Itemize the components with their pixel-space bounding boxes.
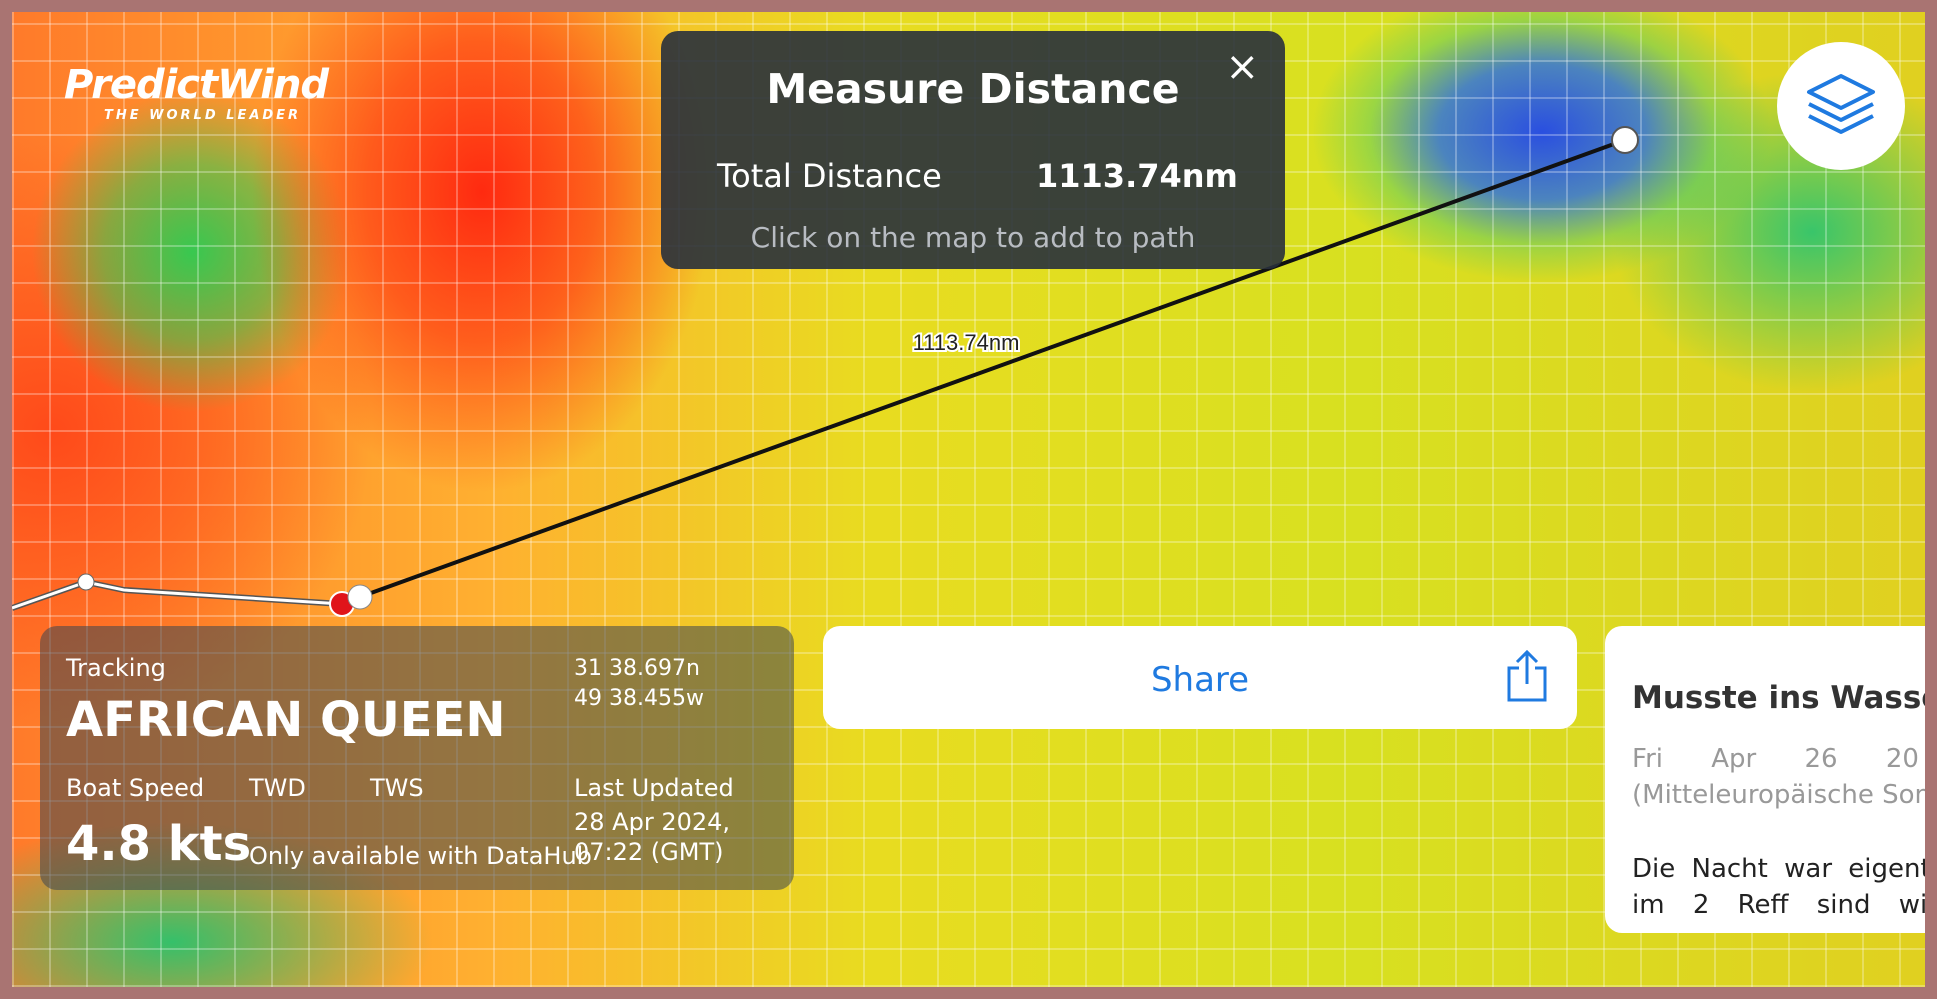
layers-button[interactable] — [1777, 42, 1905, 170]
close-button[interactable]: × — [1225, 44, 1259, 90]
measure-panel: Measure Distance × Total Distance 1113.7… — [661, 31, 1285, 269]
post-date-line2: (Mitteleuropäische Som — [1632, 780, 1937, 810]
measure-hint: Click on the map to add to path — [750, 221, 1196, 254]
post-title: Musste ins Wasser — [1632, 680, 1937, 716]
twd-label: TWD — [249, 774, 306, 802]
tracking-panel: Tracking AFRICAN QUEEN 31 38.697n 49 38.… — [40, 626, 794, 890]
share-label: Share — [1150, 660, 1250, 700]
post-body-line1: Die Nacht war eigentli — [1632, 854, 1937, 884]
measure-start[interactable] — [347, 584, 373, 610]
share-button[interactable]: Share — [823, 626, 1577, 729]
updated-time: 07:22 (GMT) — [574, 838, 724, 866]
latitude: 31 38.697n — [574, 656, 700, 681]
measure-line-label: 1113.74nm — [913, 330, 1020, 355]
track-line — [12, 578, 343, 611]
post-date-line1: Fri Apr 26 20 — [1632, 744, 1919, 774]
wind-note: Only available with DataHub — [249, 842, 592, 870]
speed-value: 4.8 kts — [66, 816, 252, 872]
longitude: 49 38.455w — [574, 686, 704, 711]
tracking-heading: Tracking — [66, 654, 166, 682]
logo-name: PredictWind — [64, 62, 329, 108]
total-value: 1113.74nm — [1036, 157, 1238, 195]
logo-tagline: THE WORLD LEADER — [104, 108, 302, 123]
track-point — [77, 573, 95, 591]
tws-label: TWS — [370, 774, 424, 802]
measure-line — [359, 138, 1626, 599]
boat-name: AFRICAN QUEEN — [66, 692, 506, 748]
measure-title: Measure Distance — [766, 65, 1180, 113]
post-body-line2: im 2 Reff sind wir h — [1632, 890, 1937, 920]
logo[interactable]: PredictWind THE WORLD LEADER — [64, 62, 329, 123]
layers-icon — [1807, 74, 1875, 134]
share-icon — [1507, 649, 1547, 702]
total-label: Total Distance — [717, 157, 942, 195]
measure-end[interactable] — [1611, 126, 1639, 154]
speed-label: Boat Speed — [66, 774, 205, 802]
updated-label: Last Updated — [574, 774, 734, 802]
track-line-inner — [12, 580, 343, 610]
updated-date: 28 Apr 2024, — [574, 808, 731, 836]
post-card[interactable]: Musste ins Wasser Fri Apr 26 20 (Mittele… — [1605, 626, 1937, 933]
